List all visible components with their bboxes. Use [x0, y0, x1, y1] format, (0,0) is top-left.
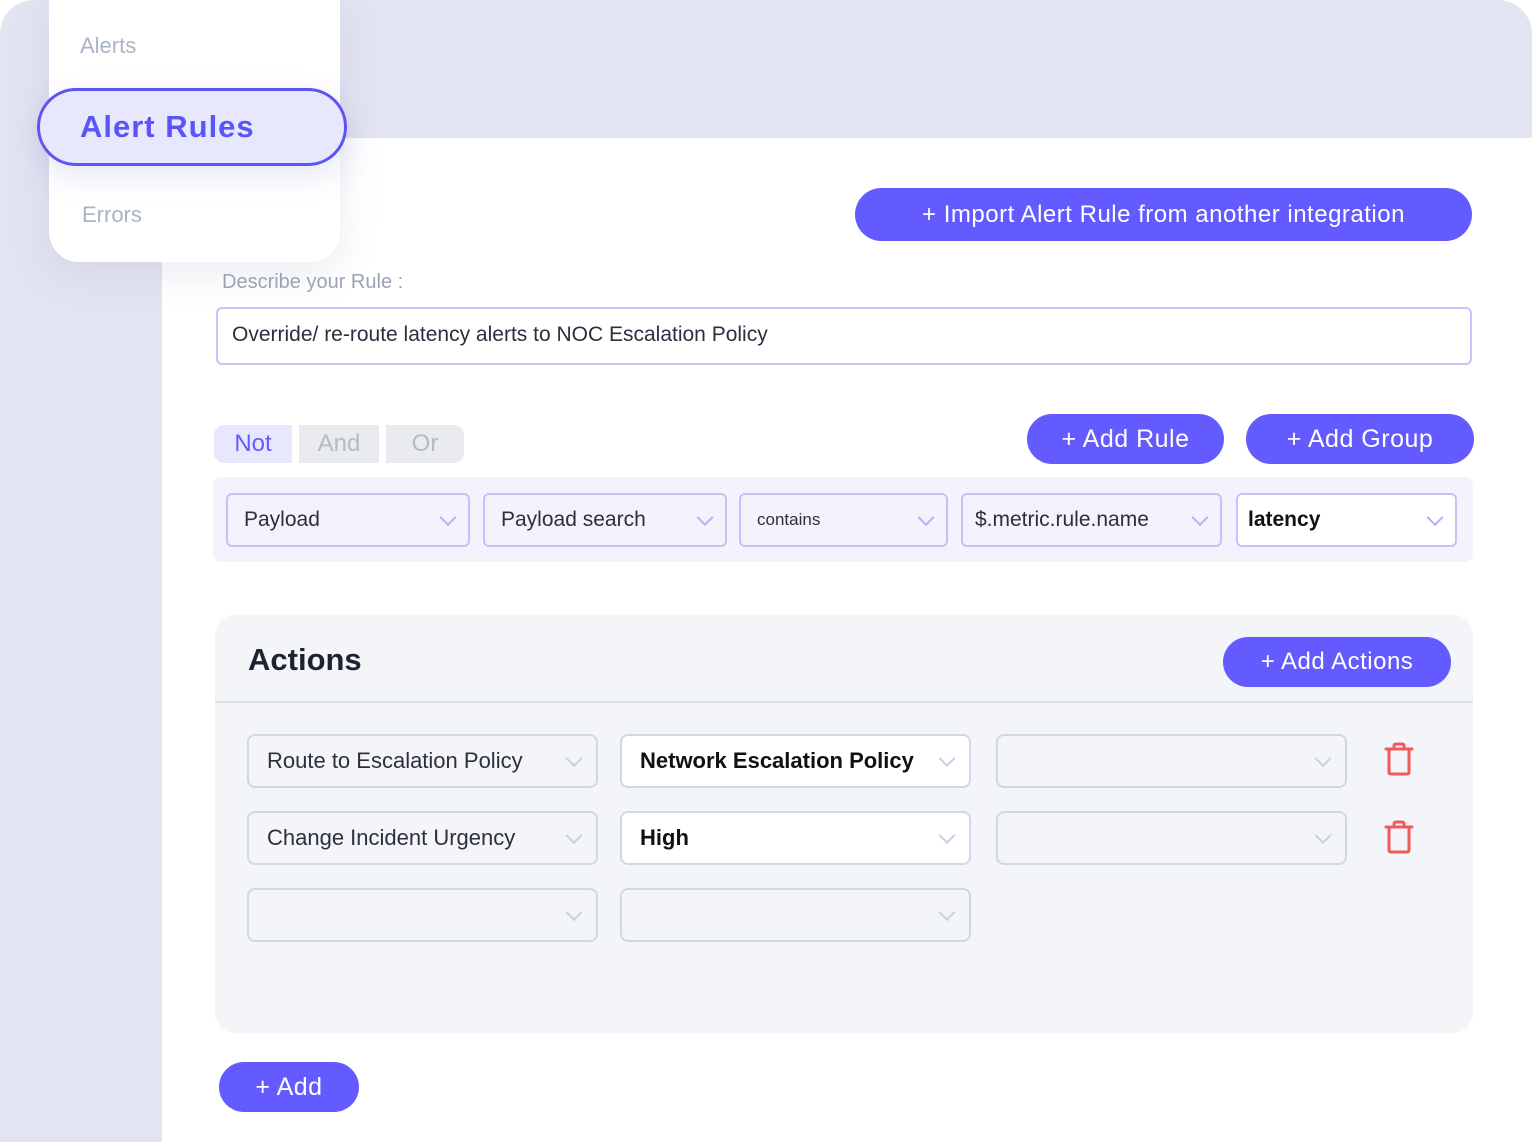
- sidebar-item-errors[interactable]: Errors: [82, 202, 142, 227]
- action-type-select[interactable]: Route to Escalation Policy: [247, 734, 598, 788]
- action-type-select[interactable]: Change Incident Urgency: [247, 811, 598, 865]
- chevron-down-icon: [938, 904, 956, 922]
- chevron-down-icon: [439, 509, 457, 527]
- chevron-down-icon: [917, 509, 935, 527]
- chevron-down-icon: [565, 827, 583, 845]
- import-alert-rule-button[interactable]: + Import Alert Rule from another integra…: [855, 188, 1472, 241]
- logic-or-toggle[interactable]: Or: [386, 425, 464, 463]
- actions-title: Actions: [248, 642, 362, 677]
- action-extra-select[interactable]: [996, 734, 1347, 788]
- rule-value-select[interactable]: latency: [1236, 493, 1457, 547]
- add-actions-button[interactable]: + Add Actions: [1223, 637, 1451, 687]
- rule-field-select[interactable]: Payload: [226, 493, 470, 547]
- select-value: Route to Escalation Policy: [267, 748, 523, 773]
- select-value: High: [640, 825, 689, 850]
- select-value: Payload: [244, 508, 320, 531]
- action-value-select[interactable]: [620, 888, 971, 942]
- chevron-down-icon: [938, 827, 956, 845]
- chevron-down-icon: [938, 750, 956, 768]
- logic-and-toggle[interactable]: And: [299, 425, 379, 463]
- describe-label: Describe your Rule :: [222, 271, 404, 293]
- rule-path-select[interactable]: $.metric.rule.name: [961, 493, 1222, 547]
- action-type-select[interactable]: [247, 888, 598, 942]
- trash-icon[interactable]: [1384, 820, 1414, 854]
- select-value: Payload search: [501, 508, 646, 531]
- select-value: contains: [757, 510, 821, 529]
- action-value-select[interactable]: High: [620, 811, 971, 865]
- chevron-down-icon: [1191, 509, 1209, 527]
- add-rule-button[interactable]: + Add Rule: [1027, 414, 1224, 464]
- action-value-select[interactable]: Network Escalation Policy: [620, 734, 971, 788]
- sidebar-item-alerts[interactable]: Alerts: [80, 33, 137, 58]
- chevron-down-icon: [565, 904, 583, 922]
- rule-source-select[interactable]: Payload search: [483, 493, 727, 547]
- trash-icon[interactable]: [1384, 742, 1414, 776]
- select-value: latency: [1248, 508, 1321, 531]
- add-group-button[interactable]: + Add Group: [1246, 414, 1474, 464]
- chevron-down-icon: [1426, 509, 1444, 527]
- chevron-down-icon: [565, 750, 583, 768]
- chevron-down-icon: [696, 509, 714, 527]
- select-value: Change Incident Urgency: [267, 825, 516, 850]
- chevron-down-icon: [1314, 750, 1332, 768]
- action-extra-select[interactable]: [996, 811, 1347, 865]
- add-button[interactable]: + Add: [219, 1062, 359, 1112]
- select-value: $.metric.rule.name: [975, 508, 1149, 531]
- describe-input[interactable]: Override/ re-route latency alerts to NOC…: [216, 307, 1472, 365]
- logic-not-toggle[interactable]: Not: [214, 425, 292, 463]
- sidebar-item-alert-rules[interactable]: Alert Rules: [37, 88, 347, 166]
- divider: [215, 701, 1473, 703]
- chevron-down-icon: [1314, 827, 1332, 845]
- rule-operator-select[interactable]: contains: [739, 493, 948, 547]
- select-value: Network Escalation Policy: [640, 748, 914, 773]
